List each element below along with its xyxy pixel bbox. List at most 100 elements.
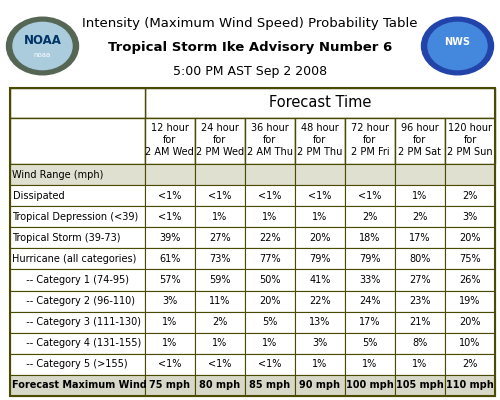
Text: Forecast Maximum Wind: Forecast Maximum Wind	[12, 380, 147, 390]
Text: 73%: 73%	[209, 254, 231, 264]
Bar	[395, 312, 445, 333]
Bar	[195, 227, 245, 248]
Text: 5:00 PM AST Sep 2 2008: 5:00 PM AST Sep 2 2008	[173, 66, 327, 78]
Bar	[145, 290, 195, 312]
Text: -- Category 2 (96-110): -- Category 2 (96-110)	[20, 296, 135, 306]
Text: 3%: 3%	[462, 212, 477, 222]
Bar	[345, 185, 395, 206]
Bar	[10, 227, 145, 248]
Bar	[445, 333, 495, 354]
Text: 1%: 1%	[162, 338, 178, 348]
Bar	[195, 164, 245, 185]
Bar	[395, 270, 445, 290]
Text: <1%: <1%	[208, 359, 232, 369]
Text: 1%: 1%	[262, 338, 278, 348]
Bar	[195, 354, 245, 375]
Bar	[395, 333, 445, 354]
Bar	[195, 312, 245, 333]
Bar	[395, 206, 445, 227]
Text: 1%: 1%	[362, 359, 378, 369]
Bar	[145, 375, 195, 396]
Bar	[395, 185, 445, 206]
Bar	[10, 118, 145, 164]
Bar	[345, 333, 395, 354]
Bar	[445, 312, 495, 333]
Text: 100 mph: 100 mph	[346, 380, 394, 390]
Bar	[245, 227, 295, 248]
Text: 3%: 3%	[312, 338, 328, 348]
Text: Tropical Storm Ike Advisory Number 6: Tropical Storm Ike Advisory Number 6	[108, 42, 392, 54]
Bar	[145, 164, 195, 185]
Text: 22%: 22%	[259, 233, 280, 243]
Text: 57%: 57%	[159, 275, 180, 285]
Bar	[445, 118, 495, 164]
Text: 2%: 2%	[462, 191, 477, 201]
Text: 120 hour
for
2 PM Sun: 120 hour for 2 PM Sun	[447, 123, 493, 157]
Bar	[295, 270, 345, 290]
Text: 90 mph: 90 mph	[300, 380, 341, 390]
Bar	[395, 354, 445, 375]
Text: 1%: 1%	[162, 317, 178, 327]
Bar	[445, 164, 495, 185]
Text: 27%: 27%	[209, 233, 231, 243]
Text: 17%: 17%	[359, 317, 380, 327]
Bar	[295, 118, 345, 164]
Bar	[145, 333, 195, 354]
Bar	[445, 290, 495, 312]
Bar	[295, 227, 345, 248]
Text: 24%: 24%	[359, 296, 380, 306]
Bar	[10, 354, 145, 375]
Circle shape	[422, 17, 494, 75]
Text: -- Category 5 (>155): -- Category 5 (>155)	[20, 359, 128, 369]
Text: 8%: 8%	[412, 338, 428, 348]
Text: 1%: 1%	[312, 212, 328, 222]
Bar	[145, 312, 195, 333]
Bar	[10, 270, 145, 290]
Text: 77%: 77%	[259, 254, 280, 264]
Bar	[445, 227, 495, 248]
Bar	[395, 164, 445, 185]
Text: -- Category 1 (74-95): -- Category 1 (74-95)	[20, 275, 129, 285]
Text: Tropical Storm (39-73): Tropical Storm (39-73)	[12, 233, 121, 243]
Bar	[195, 290, 245, 312]
Text: 21%: 21%	[409, 317, 430, 327]
Bar	[10, 333, 145, 354]
Bar	[295, 375, 345, 396]
Bar	[195, 333, 245, 354]
Circle shape	[13, 22, 72, 70]
Text: 61%: 61%	[159, 254, 180, 264]
Text: Hurricane (all categories): Hurricane (all categories)	[12, 254, 137, 264]
Bar	[10, 312, 145, 333]
Bar	[145, 270, 195, 290]
Circle shape	[428, 22, 487, 70]
Text: 39%: 39%	[159, 233, 180, 243]
Text: 20%: 20%	[309, 233, 330, 243]
Text: Wind Range (mph): Wind Range (mph)	[12, 170, 104, 180]
Text: 1%: 1%	[262, 212, 278, 222]
Text: 12 hour
for
2 AM Wed: 12 hour for 2 AM Wed	[146, 123, 194, 157]
Text: 79%: 79%	[309, 254, 330, 264]
Bar	[295, 164, 345, 185]
Bar	[345, 312, 395, 333]
Text: Tropical Depression (<39): Tropical Depression (<39)	[12, 212, 139, 222]
Bar	[145, 206, 195, 227]
Bar	[395, 248, 445, 270]
Text: 80%: 80%	[410, 254, 430, 264]
Bar	[395, 375, 445, 396]
Text: 72 hour
for
2 PM Fri: 72 hour for 2 PM Fri	[350, 123, 390, 157]
Bar	[445, 206, 495, 227]
Text: 2%: 2%	[412, 212, 428, 222]
Bar	[345, 206, 395, 227]
Bar	[295, 185, 345, 206]
Bar	[395, 118, 445, 164]
Bar	[445, 270, 495, 290]
Bar	[10, 88, 495, 396]
Bar	[145, 248, 195, 270]
Text: -- Category 3 (111-130): -- Category 3 (111-130)	[20, 317, 141, 327]
Bar	[195, 375, 245, 396]
Text: Dissipated: Dissipated	[12, 191, 64, 201]
Text: 80 mph: 80 mph	[200, 380, 240, 390]
Text: NOAA: NOAA	[24, 34, 62, 46]
Text: 105 mph: 105 mph	[396, 380, 444, 390]
Text: 79%: 79%	[359, 254, 380, 264]
